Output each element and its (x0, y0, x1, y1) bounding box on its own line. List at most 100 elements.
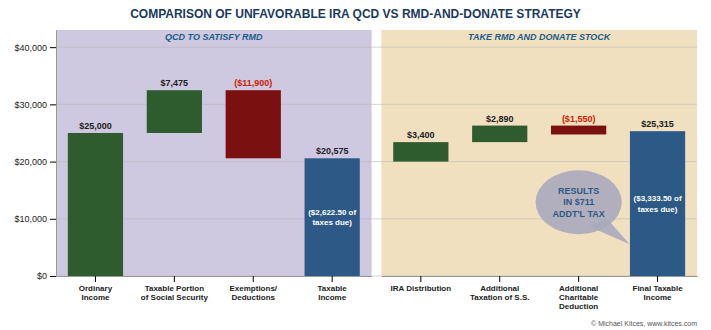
x-tick: AdditionalTaxation of S.S. (470, 276, 529, 302)
bar (551, 126, 606, 135)
x-tick-label: IRA Distribution (391, 284, 452, 293)
bar-sub-label: ($3,333.50 of taxes due) (634, 194, 682, 213)
plot: $0$10,000$20,000$30,000$40,000OrdinaryIn… (14, 30, 697, 311)
text-line: taxes due) (638, 205, 678, 214)
section-band (381, 30, 697, 276)
bar-sub-label: ($2,622.50 oftaxes due) (308, 208, 356, 227)
x-tick-mark (174, 276, 175, 282)
text-line: IN $711 (563, 197, 594, 207)
y-tick-label: $40,000 (14, 43, 47, 53)
text-line: IRA Distribution (391, 284, 452, 293)
text-line: of Social Security (141, 293, 209, 302)
text-line: ADDT'L TAX (552, 209, 604, 219)
y-tick-mark (50, 162, 56, 163)
bar (630, 131, 685, 276)
callout: RESULTSIN $711 ADDT'L TAX (536, 170, 630, 244)
text-line: taxes due) (312, 218, 352, 227)
chart: COMPARISON OF UNFAVORABLE IRA QCD VS RMD… (0, 0, 711, 330)
section-label: TAKE RMD AND DONATE STOCK (468, 32, 612, 42)
data-label: ($11,900) (234, 78, 272, 88)
data-label: $3,400 (407, 130, 435, 140)
y-tick-mark (50, 276, 56, 277)
x-tick: TaxableIncome (318, 276, 348, 302)
y-tick-label: $0 (37, 271, 47, 281)
text-line: Additional (480, 284, 519, 293)
y-tick-label: $10,000 (14, 214, 47, 224)
y-axis-line (56, 31, 57, 277)
text-line: Deduction (559, 302, 598, 311)
bar (305, 158, 360, 276)
x-tick-label: OrdinaryIncome (79, 284, 113, 302)
x-tick-mark (95, 276, 96, 282)
bar (147, 90, 202, 133)
x-tick: AdditionalCharitableDeduction (559, 276, 599, 311)
bar (68, 133, 123, 276)
text-line: Deductions (231, 293, 275, 302)
text-line: Additional (559, 284, 598, 293)
grid-line (56, 276, 697, 277)
y-tick: $20,000 (14, 157, 56, 167)
x-tick: IRA Distribution (391, 276, 452, 293)
data-label: $20,575 (316, 146, 349, 156)
y-tick-mark (50, 104, 56, 105)
x-tick-mark (499, 276, 500, 282)
bars (68, 90, 685, 276)
x-axis: IRA DistributionAdditionalTaxation of S.… (382, 276, 698, 311)
x-tick-label: TaxableIncome (318, 284, 348, 302)
title: COMPARISON OF UNFAVORABLE IRA QCD VS RMD… (130, 7, 581, 21)
x-tick-mark (578, 276, 579, 282)
x-tick-label: AdditionalTaxation of S.S. (470, 284, 529, 302)
section-label: QCD TO SATISFY RMD (165, 32, 263, 42)
text-line: Ordinary (79, 284, 113, 293)
text-line: ($2,622.50 of (308, 208, 356, 217)
x-tick-label: Exemptions/Deductions (229, 284, 277, 302)
text-line: Taxable Portion (145, 284, 205, 293)
x-tick-mark (657, 276, 658, 282)
text-line: Taxable (318, 284, 348, 293)
x-axis-line (382, 276, 698, 277)
text-line: Final Taxable (633, 284, 684, 293)
y-tick-mark (50, 47, 56, 48)
text-line: Income (81, 293, 110, 302)
credit: © Michael Kitces, www.kitces.com (591, 320, 697, 327)
text-line: ($3,333.50 of (634, 194, 682, 203)
x-tick-label: AdditionalCharitableDeduction (559, 284, 599, 311)
text-line: Taxation of S.S. (470, 293, 529, 302)
data-label: $25,000 (79, 121, 112, 131)
callout-text: RESULTSIN $711 ADDT'L TAX (552, 186, 604, 219)
grid-line (56, 161, 697, 162)
x-tick: OrdinaryIncome (79, 276, 113, 302)
x-axis: OrdinaryIncomeTaxable Portionof Social S… (57, 276, 373, 302)
data-label: ($1,550) (562, 114, 596, 124)
section-band (56, 30, 372, 276)
y-tick: $0 (37, 271, 56, 281)
data-label: $25,315 (641, 119, 674, 129)
x-tick-label: Final TaxableIncome (633, 284, 684, 302)
data-label: $2,890 (486, 114, 514, 124)
y-axis: $0 $10,000 $20,000 $30,000 $40,000 (14, 31, 56, 282)
bar (393, 142, 448, 161)
y-tick-label: $30,000 (14, 100, 47, 110)
y-tick: $10,000 (14, 214, 56, 224)
y-tick-mark (50, 219, 56, 220)
x-tick: Exemptions/Deductions (229, 276, 277, 302)
x-axis-line (57, 276, 373, 277)
x-tick: Taxable Portionof Social Security (141, 276, 209, 302)
grid-line (56, 47, 697, 48)
y-tick-label: $20,000 (14, 157, 47, 167)
data-label: $7,475 (161, 78, 189, 88)
text-line: Income (318, 293, 347, 302)
x-tick: Final TaxableIncome (633, 276, 684, 302)
bar (226, 90, 281, 158)
y-tick: $30,000 (14, 100, 56, 110)
x-tick-mark (420, 276, 421, 282)
text-line: Charitable (559, 293, 599, 302)
x-tick-mark (332, 276, 333, 282)
callout-bubble (536, 170, 622, 234)
text-line: Income (644, 293, 673, 302)
bar (472, 126, 527, 143)
text-line: RESULTS (558, 186, 599, 196)
grid (56, 47, 697, 276)
labels: QCD TO SATISFY RMD $25,000 $7,475 ($11,900)… (79, 32, 682, 244)
text-line: Exemptions/ (229, 284, 277, 293)
